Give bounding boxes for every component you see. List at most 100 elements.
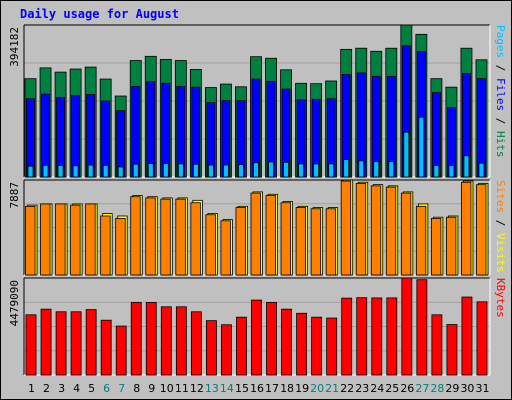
day-label: 10 bbox=[160, 382, 174, 395]
sites-bar bbox=[295, 207, 307, 276]
sites-bar bbox=[115, 217, 126, 276]
pages-bar bbox=[223, 164, 229, 178]
day-label: 11 bbox=[175, 382, 189, 395]
day-label: 24 bbox=[370, 382, 384, 395]
sites-bar bbox=[235, 207, 246, 276]
pages-bar bbox=[403, 131, 410, 178]
files-bar bbox=[41, 93, 50, 178]
pages-bar bbox=[373, 161, 380, 178]
files-bar bbox=[161, 82, 171, 178]
day-label: 22 bbox=[340, 382, 354, 395]
pages-bar bbox=[283, 161, 289, 178]
legend-kbytes: KBytes bbox=[494, 278, 507, 318]
sites-bar bbox=[446, 216, 457, 276]
kbytes-bar bbox=[326, 317, 338, 376]
legend-files: Files bbox=[494, 78, 507, 111]
day-label: 9 bbox=[148, 382, 155, 395]
kbytes-bar bbox=[115, 325, 127, 376]
sites-bar bbox=[205, 214, 216, 276]
pages-bar bbox=[388, 161, 395, 178]
pages-bar bbox=[298, 163, 305, 178]
kbytes-bar bbox=[205, 320, 217, 376]
day-label: 17 bbox=[265, 382, 279, 395]
files-bar bbox=[131, 85, 141, 178]
day-label: 20 bbox=[310, 382, 324, 395]
sites-bar bbox=[355, 183, 367, 276]
kbytes-bar bbox=[311, 316, 323, 376]
day-label: 28 bbox=[430, 382, 444, 395]
day-label: 25 bbox=[385, 382, 399, 395]
sites-bar bbox=[385, 186, 397, 276]
kbytes-max-label: 4479090 bbox=[8, 280, 21, 326]
files-bar bbox=[431, 92, 441, 178]
sites-visits-max-label: 7887 bbox=[8, 182, 21, 209]
files-bar bbox=[71, 95, 81, 178]
kbytes-bar bbox=[416, 279, 428, 376]
day-label: 5 bbox=[88, 382, 95, 395]
sites-visits-panel: 7887 Sites / Visits bbox=[8, 179, 507, 276]
sites-bar bbox=[70, 204, 81, 276]
files-bar bbox=[176, 85, 186, 178]
legend-sites: Sites bbox=[494, 180, 507, 213]
kbytes-bar bbox=[70, 311, 82, 376]
sites-bar bbox=[370, 185, 382, 276]
sites-bar bbox=[55, 203, 66, 276]
day-label: 3 bbox=[58, 382, 65, 395]
files-bar bbox=[26, 98, 35, 178]
day-label: 15 bbox=[235, 382, 249, 395]
day-label: 23 bbox=[355, 382, 369, 395]
pages-bar bbox=[478, 162, 485, 178]
sites-bar bbox=[280, 202, 291, 276]
sites-bar bbox=[130, 196, 141, 276]
day-label: 30 bbox=[460, 382, 474, 395]
kbytes-bar bbox=[85, 309, 97, 376]
sites-bar bbox=[461, 181, 472, 276]
sites-bar bbox=[25, 205, 36, 276]
pages-bar bbox=[87, 164, 94, 178]
sites-bar bbox=[100, 215, 111, 276]
kbytes-bar bbox=[25, 314, 37, 376]
day-label: 8 bbox=[133, 382, 140, 395]
files-bar bbox=[191, 86, 201, 178]
pages-bar bbox=[132, 163, 139, 178]
files-bar bbox=[477, 78, 486, 178]
day-label: 21 bbox=[325, 382, 339, 395]
kbytes-bar bbox=[251, 299, 262, 376]
day-label: 1 bbox=[28, 382, 35, 395]
kbytes-bar bbox=[221, 324, 232, 376]
pages-bar bbox=[433, 165, 440, 178]
sites-bar bbox=[310, 208, 322, 276]
kbytes-bar bbox=[55, 311, 67, 376]
sites-bar bbox=[85, 203, 96, 276]
pages-bar bbox=[328, 163, 335, 178]
sites-bar bbox=[40, 203, 51, 276]
day-label: 13 bbox=[205, 382, 219, 395]
legend-separator: / bbox=[494, 111, 507, 131]
day-label: 2 bbox=[43, 382, 50, 395]
sites-bar bbox=[476, 184, 487, 276]
pages-bar bbox=[448, 165, 455, 178]
pages-bar bbox=[238, 164, 244, 178]
day-label: 16 bbox=[250, 382, 264, 395]
kbytes-bar bbox=[40, 308, 52, 376]
legend-visits: Visits bbox=[494, 233, 507, 273]
day-label: 19 bbox=[295, 382, 309, 395]
day-label: 18 bbox=[280, 382, 294, 395]
kbytes-bar bbox=[296, 312, 308, 376]
kbytes-bar bbox=[341, 297, 353, 376]
legend-separator: / bbox=[494, 58, 507, 78]
chart-title: Daily usage for August bbox=[20, 7, 179, 21]
sites-bar bbox=[265, 195, 276, 276]
pages-bar bbox=[418, 116, 425, 178]
sites-bar bbox=[430, 217, 442, 276]
kbytes-legend: KBytes bbox=[494, 278, 507, 318]
sites-bar bbox=[250, 192, 261, 276]
pages-bar bbox=[117, 166, 124, 178]
pages-bar bbox=[207, 164, 214, 178]
kbytes-bar bbox=[160, 306, 172, 376]
kbytes-bar bbox=[386, 297, 398, 376]
pages-bar bbox=[102, 165, 109, 178]
day-label: 31 bbox=[475, 382, 489, 395]
kbytes-bar bbox=[476, 301, 488, 376]
kbytes-bar bbox=[446, 324, 458, 376]
